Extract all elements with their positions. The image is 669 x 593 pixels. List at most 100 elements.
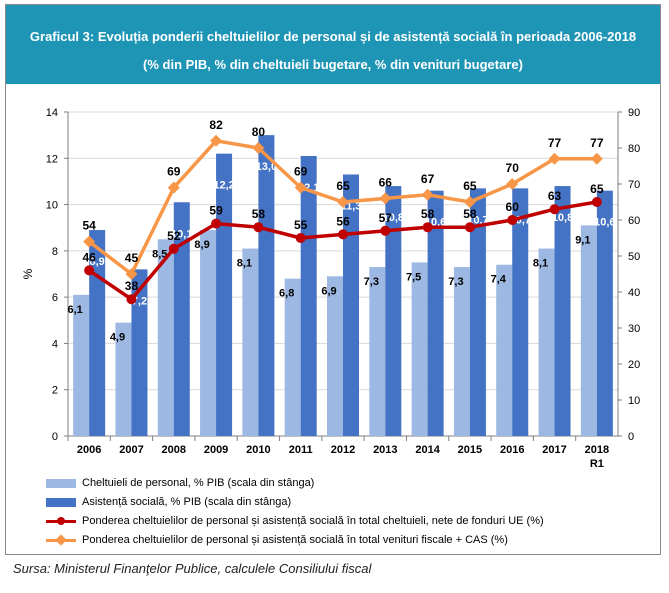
data-label-venituri: 54 (82, 219, 96, 233)
bar-personal (73, 294, 90, 436)
bar-asistenta (469, 188, 486, 436)
y2-tick-label: 60 (628, 215, 640, 227)
bar-personal (369, 267, 386, 436)
data-label-cheltuieli: 65 (590, 182, 604, 196)
marker-venituri (252, 142, 265, 154)
data-label-venituri: 45 (125, 251, 139, 265)
data-label-venituri: 65 (463, 179, 477, 193)
bar-personal (115, 322, 132, 436)
legend-item-venituri: Ponderea cheltuielilor de personal și as… (46, 530, 544, 549)
legend-label-cheltuieli: Ponderea cheltuielilor de personal și as… (82, 514, 544, 527)
data-label-asistenta: 10,8 (552, 212, 573, 224)
legend-item-personal: Cheltuieli de personal, % PIB (scala din… (46, 473, 544, 492)
bar-asistenta (216, 153, 233, 436)
y-tick-label: 14 (46, 107, 58, 119)
data-label-cheltuieli: 52 (167, 229, 181, 243)
y2-tick-label: 80 (628, 143, 640, 155)
bar-asistenta (596, 190, 613, 436)
bar-asistenta (258, 135, 275, 436)
y2-tick-label: 90 (628, 107, 640, 119)
marker-cheltuieli (253, 222, 264, 233)
x-tick-label: 2017 (542, 444, 566, 456)
legend: Cheltuieli de personal, % PIB (scala din… (46, 473, 544, 549)
data-label-asistenta: 10,8 (383, 212, 404, 224)
legend-label-asistenta: Asistență socială, % PIB (scala din stân… (82, 495, 292, 508)
data-label-asistenta: 10,6 (594, 217, 615, 229)
data-label-personal: 7,5 (406, 271, 421, 283)
marker-cheltuieli (464, 222, 475, 233)
bar-asistenta (554, 186, 571, 436)
y2-tick-label: 0 (628, 431, 634, 443)
marker-venituri (421, 188, 434, 201)
y2-tick-label: 10 (628, 395, 640, 407)
x-tick-label: 2012 (331, 444, 355, 456)
x-tick-label: 2008 (162, 444, 186, 456)
bar-personal (538, 248, 555, 436)
marker-cheltuieli (84, 265, 95, 276)
bar-asistenta (89, 230, 106, 436)
data-label-personal: 9,1 (575, 234, 590, 246)
data-label-venituri: 70 (506, 161, 520, 175)
data-label-cheltuieli: 38 (125, 279, 139, 293)
legend-item-cheltuieli: Ponderea cheltuielilor de personal și as… (46, 511, 544, 530)
marker-cheltuieli (338, 229, 348, 240)
bar-asistenta (173, 202, 190, 436)
y2-tick-label: 70 (628, 179, 640, 191)
y2-tick-label: 30 (628, 323, 640, 335)
data-label-asistenta: 10,1 (171, 228, 192, 240)
data-label-personal: 8,1 (237, 258, 252, 270)
data-label-venituri: 69 (167, 165, 181, 179)
chart-subtitle: (% din PIB, % din cheltuieli bugetare, %… (143, 57, 523, 72)
chart-header: Graficul 3: Evoluția ponderii cheltuieli… (6, 5, 660, 84)
data-label-cheltuieli: 60 (506, 200, 520, 214)
data-label-cheltuieli: 46 (82, 250, 96, 264)
chart-frame: Graficul 3: Evoluția ponderii cheltuieli… (5, 4, 661, 555)
marker-venituri (167, 181, 180, 194)
bar-asistenta (512, 188, 529, 436)
chart-title: Graficul 3: Evoluția ponderii cheltuieli… (29, 29, 637, 44)
data-label-asistenta: 12,2 (213, 180, 234, 192)
marker-cheltuieli (126, 294, 137, 305)
y-axis-label: % (21, 268, 35, 279)
x-tick-label: 2009 (204, 444, 228, 456)
y-tick-label: 10 (46, 200, 58, 212)
x-tick-label: 2010 (246, 444, 270, 456)
marker-cheltuieli (380, 225, 391, 236)
x-tick-label: 2016 (500, 444, 524, 456)
data-label-asistenta: 13,0 (256, 161, 277, 173)
marker-cheltuieli (422, 222, 433, 233)
y-tick-label: 8 (52, 246, 58, 258)
data-label-personal: 7,3 (448, 276, 463, 288)
x-tick-label: 2006 (77, 444, 101, 456)
x-tick-label: 2015 (458, 444, 482, 456)
data-label-venituri: 69 (294, 165, 308, 179)
data-label-venituri: 66 (379, 175, 393, 189)
bar-asistenta (343, 174, 359, 436)
marker-venituri (379, 192, 392, 205)
bar-personal (580, 225, 597, 436)
bar-personal (496, 264, 513, 436)
marker-venituri (294, 181, 307, 194)
data-label-cheltuieli: 63 (548, 189, 562, 203)
bar-personal (157, 239, 174, 436)
y-tick-label: 4 (52, 338, 58, 350)
data-label-cheltuieli: 58 (421, 207, 435, 221)
bar-asistenta (427, 190, 444, 436)
y2-tick-label: 40 (628, 287, 640, 299)
marker-cheltuieli (295, 233, 306, 243)
data-label-personal: 6,9 (321, 285, 336, 297)
bar-asistenta (300, 155, 317, 436)
data-label-cheltuieli: 57 (379, 211, 393, 225)
data-label-personal: 7,3 (364, 276, 379, 288)
y-tick-label: 12 (46, 153, 58, 165)
data-label-cheltuieli: 55 (294, 218, 308, 232)
marker-venituri (83, 235, 96, 248)
bar-personal (284, 278, 301, 436)
data-label-venituri: 80 (252, 125, 266, 139)
data-label-personal: 7,4 (491, 274, 507, 286)
y-tick-label: 0 (52, 431, 58, 443)
data-label-personal: 8,5 (152, 248, 167, 260)
marker-cheltuieli (168, 243, 179, 254)
legend-swatch-personal (46, 478, 76, 488)
